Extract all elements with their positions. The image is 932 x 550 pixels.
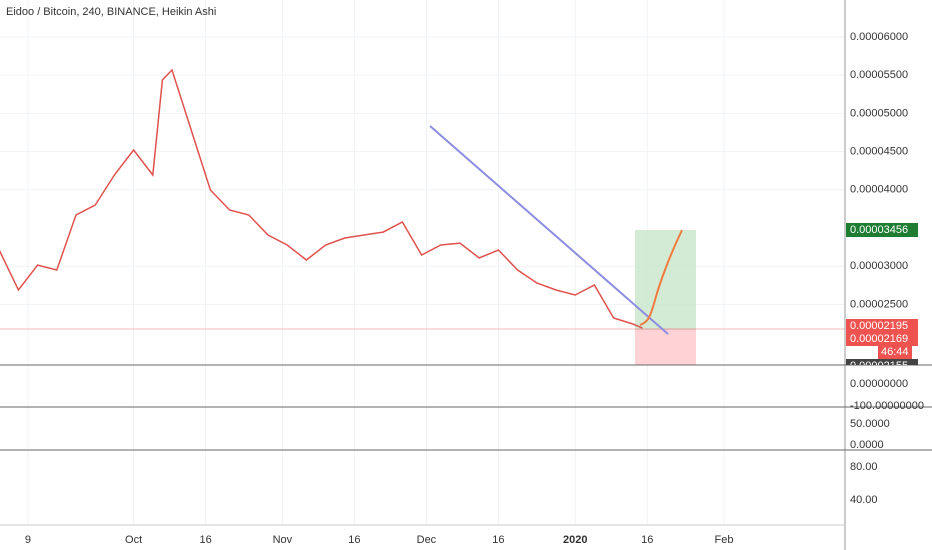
plot <box>0 68 643 329</box>
tag-bg <box>846 319 918 333</box>
price-line <box>0 68 643 329</box>
pane-label: 50.0000 <box>850 418 890 430</box>
x-tick-label: 9 <box>25 534 31 546</box>
y-tick-label: 0.00004000 <box>850 184 908 196</box>
pane-label: 0.0000 <box>850 439 884 451</box>
x-tick-label: 16 <box>348 534 360 546</box>
projection <box>639 229 683 326</box>
trend-line <box>429 125 669 335</box>
y-tick-label: 0.00003000 <box>850 260 908 272</box>
chart-title: Eidoo / Bitcoin, 240, BINANCE, Heikin As… <box>6 6 216 18</box>
x-tick-label: Nov <box>273 534 293 546</box>
x-tick-label: Oct <box>125 534 142 546</box>
y-tick-label: 0.00006000 <box>850 31 908 43</box>
pane-label: 80.00 <box>850 461 878 473</box>
price-tag: 0.00003456 <box>850 224 908 236</box>
loss-zone <box>635 329 696 365</box>
x-tick-label: Feb <box>715 534 734 546</box>
price-tag: 0.00002195 <box>850 320 908 332</box>
price-tags: 0.00003456 0.00002195 0.00002169 46:44 0… <box>846 223 918 372</box>
tag-bg <box>846 332 918 346</box>
y-tick-label: 0.00005500 <box>850 69 908 81</box>
x-tick-label: 2020 <box>563 534 587 546</box>
grid <box>0 0 845 525</box>
pane-label: -100.00000000 <box>850 400 924 412</box>
pane-label: 40.00 <box>850 494 878 506</box>
tag-bg <box>846 223 918 237</box>
x-tick-label: 16 <box>492 534 504 546</box>
y-tick-label: 0.00004500 <box>850 145 908 157</box>
y-tick-label: 0.00002500 <box>850 298 908 310</box>
x-tick-label: 16 <box>641 534 653 546</box>
tag-bg <box>846 359 918 365</box>
profit-zone <box>635 230 696 329</box>
price-tag: 0.00002155 <box>850 360 908 372</box>
tag-bg <box>878 345 912 359</box>
countdown: 46:44 <box>881 346 909 358</box>
x-tick-label: Dec <box>417 534 437 546</box>
pane-label: 0.00000000 <box>850 378 908 390</box>
x-tick-label: 16 <box>199 534 211 546</box>
y-tick-label: 0.00005000 <box>850 107 908 119</box>
price-tag: 0.00002169 <box>850 333 908 345</box>
